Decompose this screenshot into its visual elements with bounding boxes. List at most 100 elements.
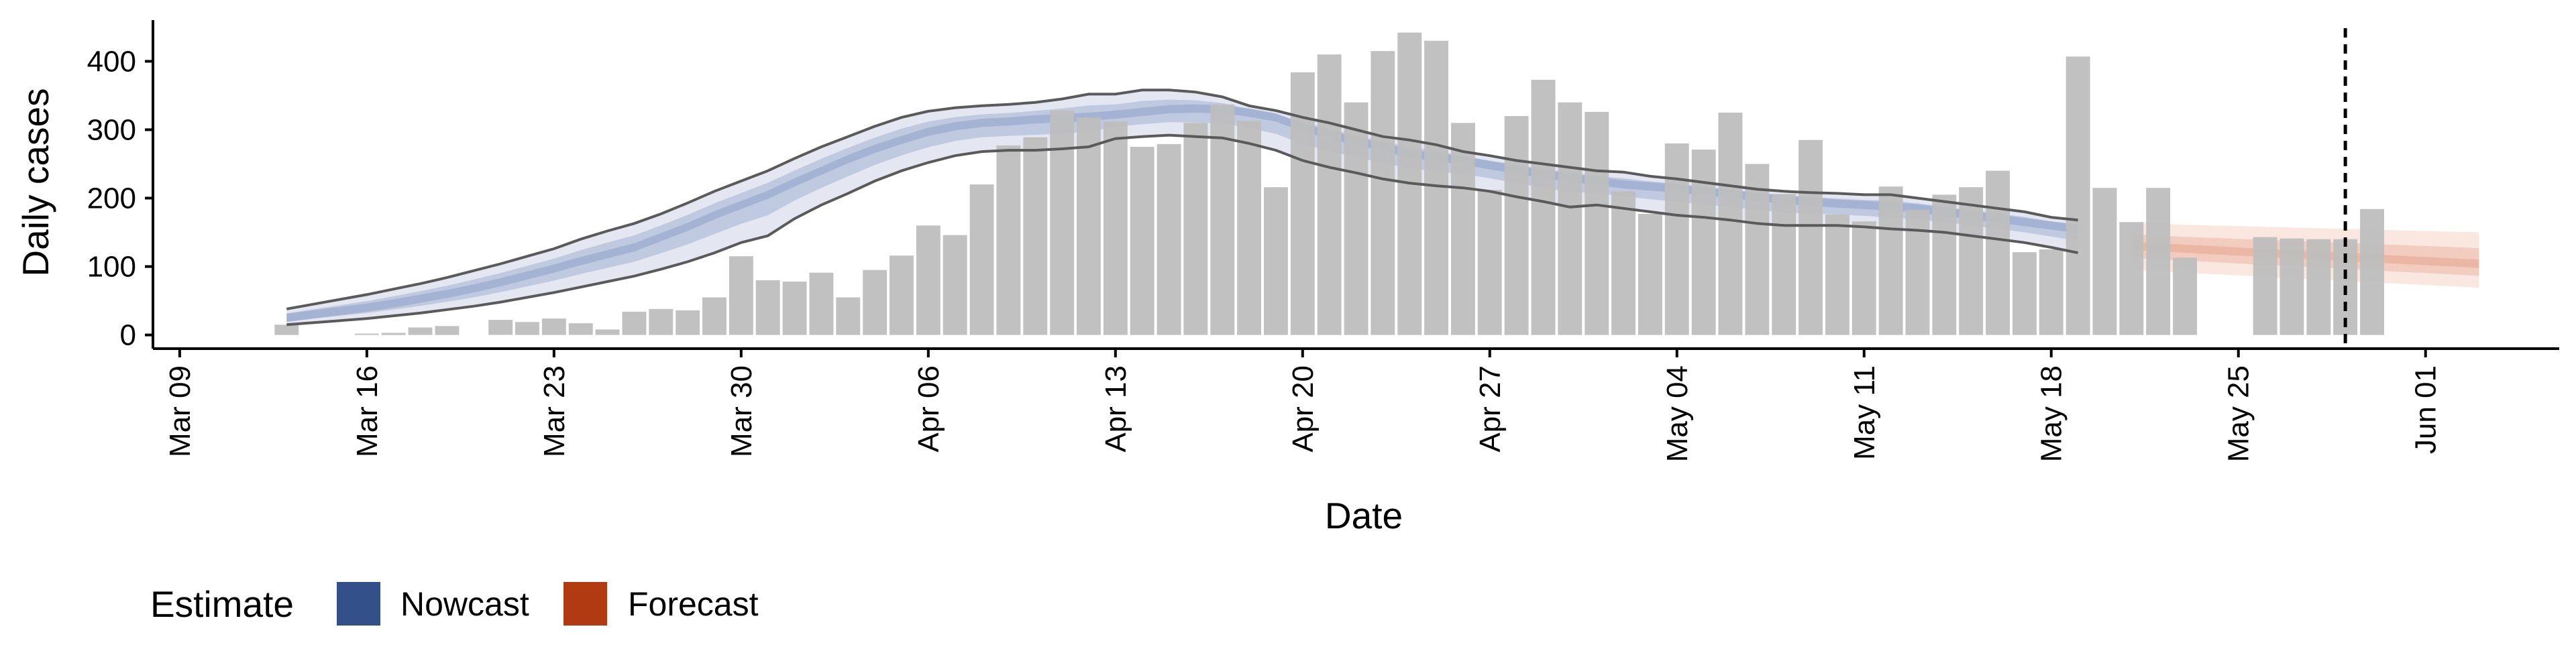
x-tick-label: Mar 09 bbox=[164, 365, 197, 457]
x-tick-label: May 25 bbox=[2222, 365, 2255, 462]
bar bbox=[1237, 121, 1261, 335]
bar bbox=[1718, 113, 1743, 335]
x-tick-label: Apr 06 bbox=[912, 365, 945, 453]
bar bbox=[729, 256, 753, 335]
bar bbox=[782, 282, 807, 335]
y-tick-label: 0 bbox=[120, 319, 136, 352]
bar bbox=[943, 235, 967, 335]
bar bbox=[2039, 249, 2063, 335]
bar bbox=[1371, 51, 1395, 335]
legend: Estimate Nowcast Forecast bbox=[150, 582, 759, 626]
x-tick-label: Apr 27 bbox=[1474, 365, 1507, 453]
forecast-median-band bbox=[2131, 241, 2479, 268]
bar bbox=[1477, 190, 1502, 335]
bar bbox=[2360, 209, 2384, 335]
bar bbox=[541, 318, 566, 335]
legend-title: Estimate bbox=[150, 583, 294, 625]
bar bbox=[2173, 257, 2197, 335]
bar bbox=[1183, 123, 1208, 335]
bar bbox=[595, 329, 620, 335]
bar bbox=[1344, 102, 1368, 335]
legend-label-nowcast: Nowcast bbox=[400, 585, 529, 623]
bar bbox=[1745, 164, 1770, 335]
bar bbox=[809, 272, 834, 335]
x-tick-label: Apr 13 bbox=[1099, 365, 1132, 453]
x-tick-label: Mar 30 bbox=[725, 365, 758, 457]
x-tick-label: May 04 bbox=[1661, 365, 1694, 462]
x-axis-ticks: Mar 09 Mar 16 Mar 23 Mar 30 Apr 06 Apr 13 Apr … bbox=[164, 349, 2443, 462]
bar bbox=[1210, 104, 1235, 335]
bar bbox=[2012, 252, 2037, 335]
bar bbox=[408, 327, 433, 335]
y-axis-title: Daily cases bbox=[15, 88, 56, 276]
y-tick-label: 200 bbox=[87, 182, 136, 215]
bar bbox=[1077, 117, 1101, 335]
bar bbox=[916, 225, 941, 335]
y-tick-label: 300 bbox=[87, 113, 136, 146]
legend-swatch-forecast bbox=[564, 582, 607, 626]
bar bbox=[1103, 121, 1128, 335]
bar bbox=[1585, 111, 1609, 335]
bar bbox=[2306, 239, 2331, 335]
bar bbox=[2065, 56, 2090, 335]
bar bbox=[2092, 188, 2117, 335]
bar bbox=[1451, 123, 1475, 335]
x-tick-label: Mar 23 bbox=[538, 365, 571, 457]
bar bbox=[1799, 139, 1823, 335]
y-tick-label: 400 bbox=[87, 45, 136, 78]
bar bbox=[435, 326, 460, 335]
x-tick-label: May 11 bbox=[1848, 365, 1881, 460]
bar bbox=[2279, 238, 2304, 335]
bar bbox=[515, 322, 539, 335]
bar bbox=[1264, 187, 1288, 335]
bar bbox=[1691, 150, 1716, 335]
bar bbox=[381, 333, 406, 335]
nowcast-bound-lines bbox=[286, 89, 2078, 327]
bar bbox=[1424, 40, 1448, 335]
bar bbox=[1157, 143, 1181, 335]
bar bbox=[1932, 194, 1957, 335]
bar bbox=[568, 323, 593, 335]
bar bbox=[1531, 80, 1556, 335]
bar bbox=[2146, 188, 2171, 335]
bar bbox=[1638, 214, 1662, 335]
bar bbox=[1959, 187, 1984, 335]
nowcast-lower-line bbox=[286, 133, 2078, 327]
bar bbox=[1772, 194, 1796, 335]
bar bbox=[274, 325, 299, 335]
x-tick-label: May 18 bbox=[2035, 365, 2068, 462]
bar bbox=[1317, 54, 1342, 335]
bar bbox=[1130, 147, 1155, 335]
x-axis-title: Date bbox=[1325, 495, 1403, 536]
bar bbox=[354, 333, 379, 335]
bar bbox=[1825, 215, 1849, 335]
bar bbox=[755, 280, 780, 335]
legend-swatch-nowcast bbox=[337, 582, 380, 626]
y-tick-label: 100 bbox=[87, 251, 136, 284]
bar bbox=[2119, 222, 2144, 335]
x-tick-label: Jun 01 bbox=[2410, 365, 2443, 454]
bar bbox=[702, 297, 727, 335]
reported-cases-bars bbox=[274, 32, 2384, 335]
bar bbox=[863, 270, 888, 335]
bar bbox=[1664, 143, 1689, 335]
bar bbox=[1851, 221, 1876, 335]
bar bbox=[1986, 170, 2010, 335]
bar bbox=[622, 311, 647, 335]
bar bbox=[676, 310, 700, 335]
bar bbox=[2253, 237, 2277, 335]
bar bbox=[1290, 72, 1315, 335]
x-tick-label: Mar 16 bbox=[351, 365, 384, 457]
bar bbox=[1611, 191, 1635, 335]
y-axis-ticks: 0 100 200 300 400 bbox=[87, 45, 153, 352]
bar bbox=[1023, 137, 1048, 335]
forecast-bands bbox=[2131, 222, 2479, 288]
bar bbox=[1050, 110, 1075, 335]
x-tick-label: Apr 20 bbox=[1287, 365, 1320, 453]
bar bbox=[1878, 186, 1903, 335]
bar bbox=[996, 145, 1021, 335]
bar bbox=[890, 255, 914, 335]
bar bbox=[488, 320, 513, 335]
